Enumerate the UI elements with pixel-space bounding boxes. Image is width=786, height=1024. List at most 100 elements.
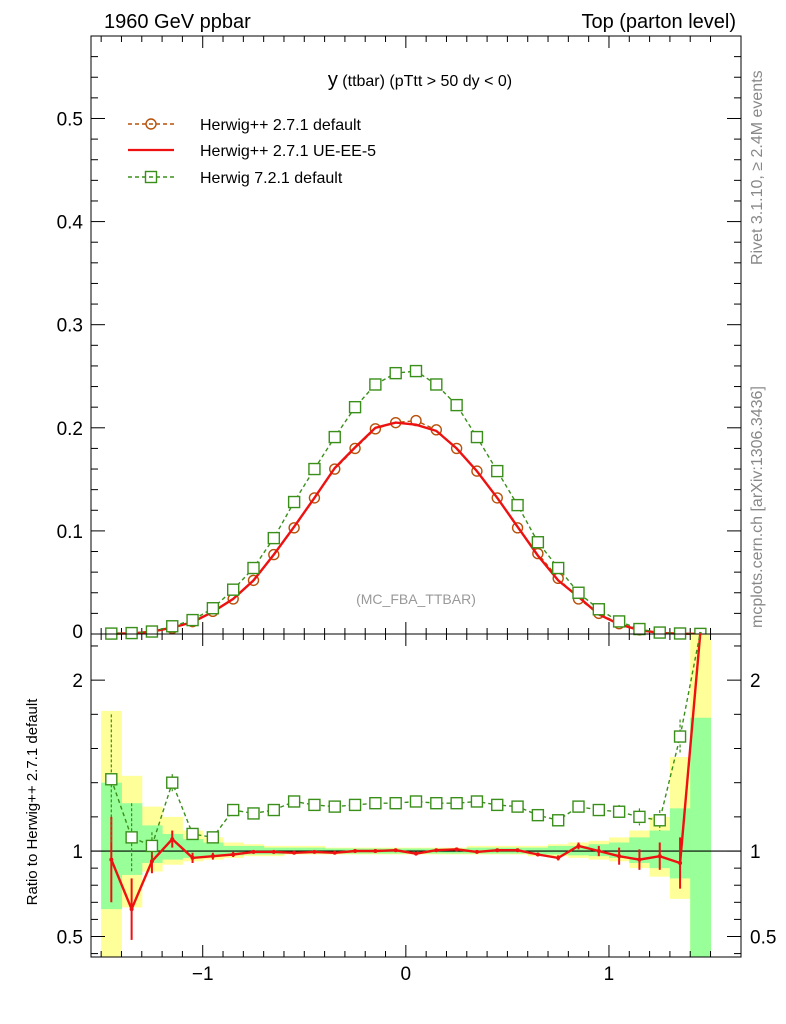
plot-title-rest: (ttbar) (pTtt > 50 dy < 0) bbox=[338, 73, 512, 90]
ratio-point-dot bbox=[149, 859, 154, 864]
y-tick-label-right: 1 bbox=[750, 842, 761, 863]
data-point-square bbox=[145, 625, 159, 638]
mcplots-source-label: mcplots.cern.ch [arXiv:1306.3436] bbox=[749, 386, 766, 628]
data-point-square bbox=[511, 498, 524, 512]
data-point-square bbox=[450, 398, 463, 412]
ratio-point-dot bbox=[454, 847, 459, 852]
ratio-point-square bbox=[287, 795, 301, 808]
data-point-square bbox=[653, 626, 666, 639]
ratio-point-dot bbox=[657, 854, 662, 859]
data-point-square bbox=[633, 622, 646, 636]
ratio-series-line bbox=[110, 631, 702, 847]
data-point-square bbox=[287, 495, 301, 509]
ratio-point-dot bbox=[535, 852, 540, 857]
ratio-point-dot bbox=[576, 843, 581, 848]
data-point-square bbox=[247, 561, 260, 575]
ratio-point-dot bbox=[515, 848, 520, 853]
x-tick-label: 0 bbox=[401, 964, 412, 985]
data-point-square bbox=[430, 378, 443, 391]
legend: Herwig++ 2.7.1 default Herwig++ 2.7.1 UE… bbox=[128, 117, 376, 187]
ratio-point-dot bbox=[637, 857, 642, 862]
y-tick-label: 2 bbox=[72, 671, 83, 692]
data-point-square bbox=[328, 430, 341, 444]
band-green-bin bbox=[202, 842, 224, 857]
ratio-point-square bbox=[328, 800, 341, 813]
ratio-point-dot bbox=[353, 849, 358, 854]
data-point-square bbox=[125, 626, 138, 640]
y-tick-label: 0.4 bbox=[57, 213, 84, 234]
data-point-square bbox=[369, 378, 382, 391]
ratio-point-square bbox=[267, 803, 281, 817]
ratio-point-square bbox=[409, 795, 423, 808]
ratio-series-line bbox=[110, 631, 702, 913]
plot-title-main: y bbox=[328, 69, 338, 91]
ratio-point-square bbox=[673, 730, 687, 743]
ratio-point-dot bbox=[596, 849, 601, 854]
ratio-plot-panel: −1 0 1 0.5 0.5 1 1 2 2 bbox=[57, 631, 776, 985]
data-point-square bbox=[206, 602, 220, 615]
ratio-point-square bbox=[491, 798, 504, 812]
ratio-point-dot bbox=[170, 837, 175, 842]
data-point-square bbox=[267, 531, 281, 545]
ratio-point-dot bbox=[332, 850, 337, 855]
legend-label-herwig-default: Herwig++ 2.7.1 default bbox=[200, 117, 362, 134]
ratio-point-dot bbox=[373, 849, 378, 854]
header-left: 1960 GeV ppbar bbox=[104, 11, 251, 33]
plot-title: y (ttbar) (pTtt > 50 dy < 0) bbox=[328, 69, 512, 91]
legend-item-herwig7: Herwig 7.2.1 default bbox=[128, 170, 343, 187]
ratio-point-square bbox=[186, 827, 199, 841]
data-point-square bbox=[491, 464, 504, 478]
y-tick-label: 0.5 bbox=[57, 109, 83, 130]
legend-marker-square bbox=[144, 170, 158, 184]
ratio-point-square bbox=[633, 810, 646, 824]
ratio-point-square bbox=[206, 831, 220, 844]
y-tick-label-right: 0.5 bbox=[750, 927, 776, 948]
ratio-point-dot bbox=[292, 850, 297, 855]
y-tick-label: 0.5 bbox=[57, 927, 83, 948]
data-point-square bbox=[673, 627, 687, 640]
ratio-point-dot bbox=[556, 855, 561, 860]
data-point-square bbox=[592, 603, 606, 616]
data-point-square bbox=[572, 586, 585, 599]
ratio-point-dot bbox=[393, 848, 398, 853]
y-tick-label: 0 bbox=[72, 622, 83, 643]
ratio-point-square bbox=[105, 773, 118, 786]
ratio-point-dot bbox=[617, 854, 622, 859]
ratio-point-square bbox=[612, 805, 626, 818]
data-point-square bbox=[348, 400, 362, 414]
ratio-point-square bbox=[389, 796, 402, 810]
rivet-version-label: Rivet 3.1.10, ≥ 2.4M events bbox=[749, 70, 766, 265]
ratio-point-dot bbox=[129, 907, 134, 912]
data-point-square bbox=[166, 620, 179, 633]
ratio-point-dot bbox=[495, 848, 500, 853]
data-point-square bbox=[470, 430, 484, 444]
ratio-point-square bbox=[653, 814, 666, 827]
data-point-square bbox=[389, 366, 402, 380]
ratio-point-dot bbox=[678, 861, 683, 866]
legend-label-herwig7: Herwig 7.2.1 default bbox=[200, 170, 343, 187]
analysis-watermark: (MC_FBA_TTBAR) bbox=[356, 591, 476, 607]
ratio-point-dot bbox=[474, 849, 479, 854]
ratio-point-square bbox=[369, 796, 382, 810]
x-tick-label: −1 bbox=[192, 964, 214, 985]
ratio-point-dot bbox=[190, 855, 195, 860]
ratio-point-dot bbox=[231, 852, 236, 857]
ratio-point-dot bbox=[312, 849, 317, 854]
ratio-point-dot bbox=[210, 854, 215, 859]
y-tick-label-right: 2 bbox=[750, 671, 761, 692]
ratio-point-square bbox=[308, 798, 321, 812]
legend-label-herwig-ueee5: Herwig++ 2.7.1 UE-EE-5 bbox=[200, 143, 376, 160]
ratio-point-square bbox=[226, 803, 240, 817]
header-right: Top (parton level) bbox=[581, 11, 736, 33]
y-tick-label: 0.2 bbox=[57, 419, 83, 440]
y-tick-label: 1 bbox=[72, 842, 83, 863]
legend-marker-circle bbox=[145, 118, 157, 130]
y-tick-label: 0.3 bbox=[57, 316, 83, 337]
legend-item-herwig-default: Herwig++ 2.7.1 default bbox=[128, 117, 362, 134]
ratio-point-square bbox=[348, 798, 362, 812]
x-tick-label: 1 bbox=[604, 964, 615, 985]
ratio-point-dot bbox=[251, 849, 256, 854]
ratio-point-square bbox=[511, 800, 524, 813]
ratio-point-dot bbox=[414, 851, 418, 856]
